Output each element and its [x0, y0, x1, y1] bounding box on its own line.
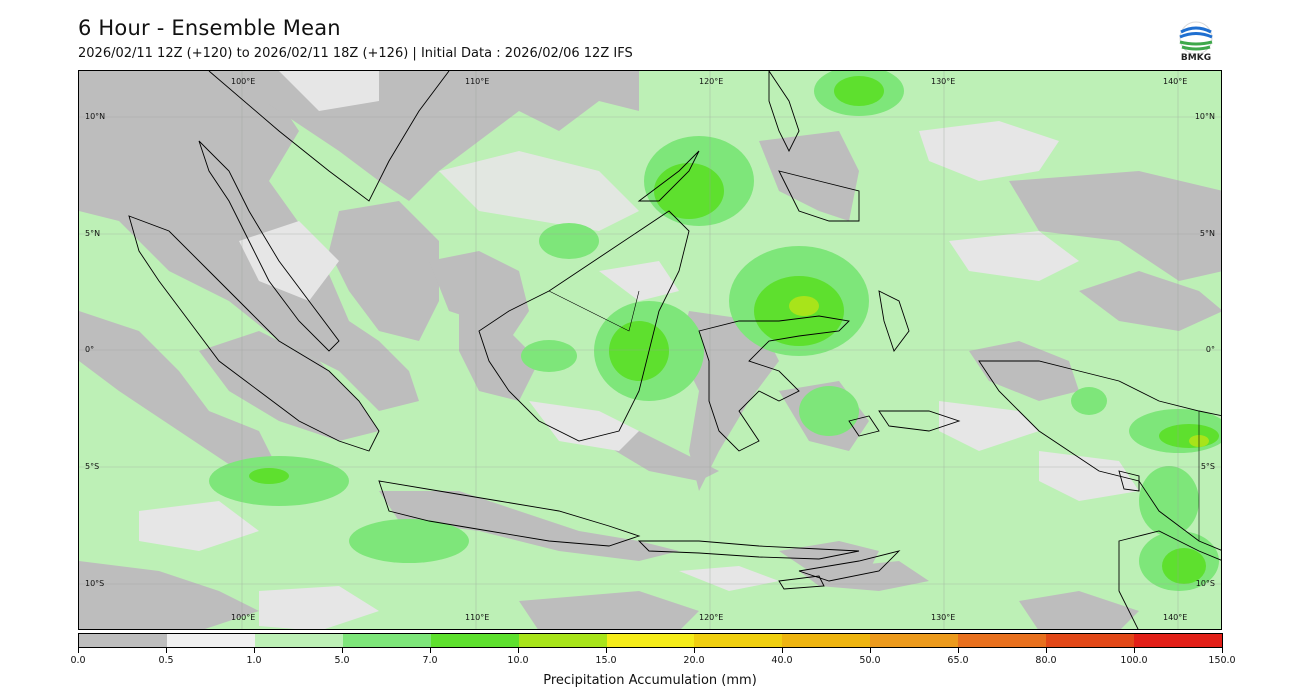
lat-label-right: 5°N	[1199, 229, 1215, 238]
colorbar-tick-label: 20.0	[683, 655, 705, 666]
border-borneo	[548, 290, 640, 332]
colorbar-segment	[254, 634, 343, 647]
colorbar-tick-label: 40.0	[771, 655, 793, 666]
colorbar-tick	[166, 648, 167, 653]
coast-palawan	[637, 150, 700, 202]
coast-philippines-luzon	[768, 71, 800, 153]
colorbar-tick	[694, 648, 695, 653]
colorbar-segment	[782, 634, 871, 647]
graticule	[79, 71, 1221, 629]
coast-sumatra	[128, 215, 380, 452]
logo-text: BMKG	[1180, 53, 1212, 63]
lon-label-bottom: 120°E	[699, 613, 724, 622]
coast-australia	[1118, 530, 1221, 629]
colorbar-segment	[606, 634, 695, 647]
lat-label-left: 10°S	[85, 579, 105, 588]
lat-label-left: 5°N	[85, 229, 101, 238]
colorbar-tick-label: 5.0	[334, 655, 350, 666]
lat-label-left: 10°N	[85, 112, 106, 121]
colorbar-tick-label: 50.0	[859, 655, 881, 666]
coast-timor	[798, 550, 901, 582]
colorbar-tick	[606, 648, 607, 653]
coast-borneo	[478, 210, 690, 442]
lat-label-right: 5°S	[1200, 462, 1215, 471]
colorbar-tick	[782, 648, 783, 653]
coast-nusa-tenggara	[637, 540, 860, 560]
precipitation-colorbar	[78, 633, 1223, 648]
colorbar-tick-label: 10.0	[507, 655, 529, 666]
colorbar-tick	[958, 648, 959, 653]
coast-sumba	[778, 575, 825, 590]
colorbar-tick	[342, 648, 343, 653]
colorbar-segment	[430, 634, 519, 647]
colorbar-tick	[1134, 648, 1135, 653]
colorbar-tick-label: 100.0	[1120, 655, 1148, 666]
lon-label-top: 140°E	[1163, 77, 1188, 86]
colorbar-segment	[166, 634, 255, 647]
colorbar-segment	[1134, 634, 1222, 647]
light-rain-areas	[139, 71, 1139, 629]
coast-seram	[878, 410, 961, 432]
lon-label-bottom: 130°E	[931, 613, 956, 622]
map-title: 6 Hour - Ensemble Mean	[78, 16, 341, 40]
colorbar-segment	[342, 634, 431, 647]
lat-label-right: 10°S	[1195, 579, 1215, 588]
coast-halmahera	[878, 290, 910, 352]
colorbar-tick-label: 1.0	[246, 655, 262, 666]
coast-aru	[1118, 470, 1140, 492]
lon-label-top: 120°E	[699, 77, 724, 86]
colorbar-tick-label: 65.0	[947, 655, 969, 666]
colorbar-tick-label: 0.0	[70, 655, 86, 666]
colorbar-tick-label: 15.0	[595, 655, 617, 666]
coast-java	[378, 480, 641, 547]
colorbar-tick-label: 0.5	[158, 655, 174, 666]
lon-label-top: 110°E	[465, 77, 490, 86]
coast-buru	[848, 415, 880, 437]
coast-indochina	[208, 71, 450, 202]
colorbar-tick-label: 150.0	[1208, 655, 1236, 666]
lat-label-right: 0°	[1205, 345, 1215, 354]
lon-label-bottom: 110°E	[465, 613, 490, 622]
colorbar-segment	[958, 634, 1047, 647]
colorbar-title: Precipitation Accumulation (mm)	[543, 673, 757, 688]
colorbar-tick	[254, 648, 255, 653]
lat-label-left: 0°	[85, 345, 95, 354]
colorbar-segment	[79, 634, 167, 647]
lon-label-bottom: 140°E	[1163, 613, 1188, 622]
colorbar-tick-label: 80.0	[1035, 655, 1057, 666]
colorbar-tick	[518, 648, 519, 653]
lon-label-top: 130°E	[931, 77, 956, 86]
colorbar-tick-label: 7.0	[422, 655, 438, 666]
colorbar-tick	[1046, 648, 1047, 653]
colorbar-segment	[870, 634, 959, 647]
lat-label-left: 5°S	[85, 462, 100, 471]
colorbar-segment	[518, 634, 607, 647]
lon-label-bottom: 100°E	[231, 613, 256, 622]
map-subtitle: 2026/02/11 12Z (+120) to 2026/02/11 18Z …	[78, 46, 633, 61]
map-canvas	[79, 71, 1221, 629]
colorbar-segment	[694, 634, 783, 647]
colorbar-tick	[78, 648, 79, 653]
colorbar-segment	[1046, 634, 1135, 647]
colorbar-tick	[430, 648, 431, 653]
coast-malay-peninsula	[198, 140, 340, 352]
coast-sulawesi	[698, 315, 850, 452]
bmkg-logo-icon	[1179, 21, 1213, 55]
coast-philippines-mindanao	[778, 170, 860, 222]
colorbar-tick	[1222, 648, 1223, 653]
lat-label-right: 10°N	[1194, 112, 1215, 121]
coastlines	[128, 71, 1221, 629]
lon-label-top: 100°E	[231, 77, 256, 86]
precipitation-map: 100°E 110°E 120°E 130°E 140°E 100°E 110°…	[78, 70, 1222, 630]
colorbar-tick	[870, 648, 871, 653]
